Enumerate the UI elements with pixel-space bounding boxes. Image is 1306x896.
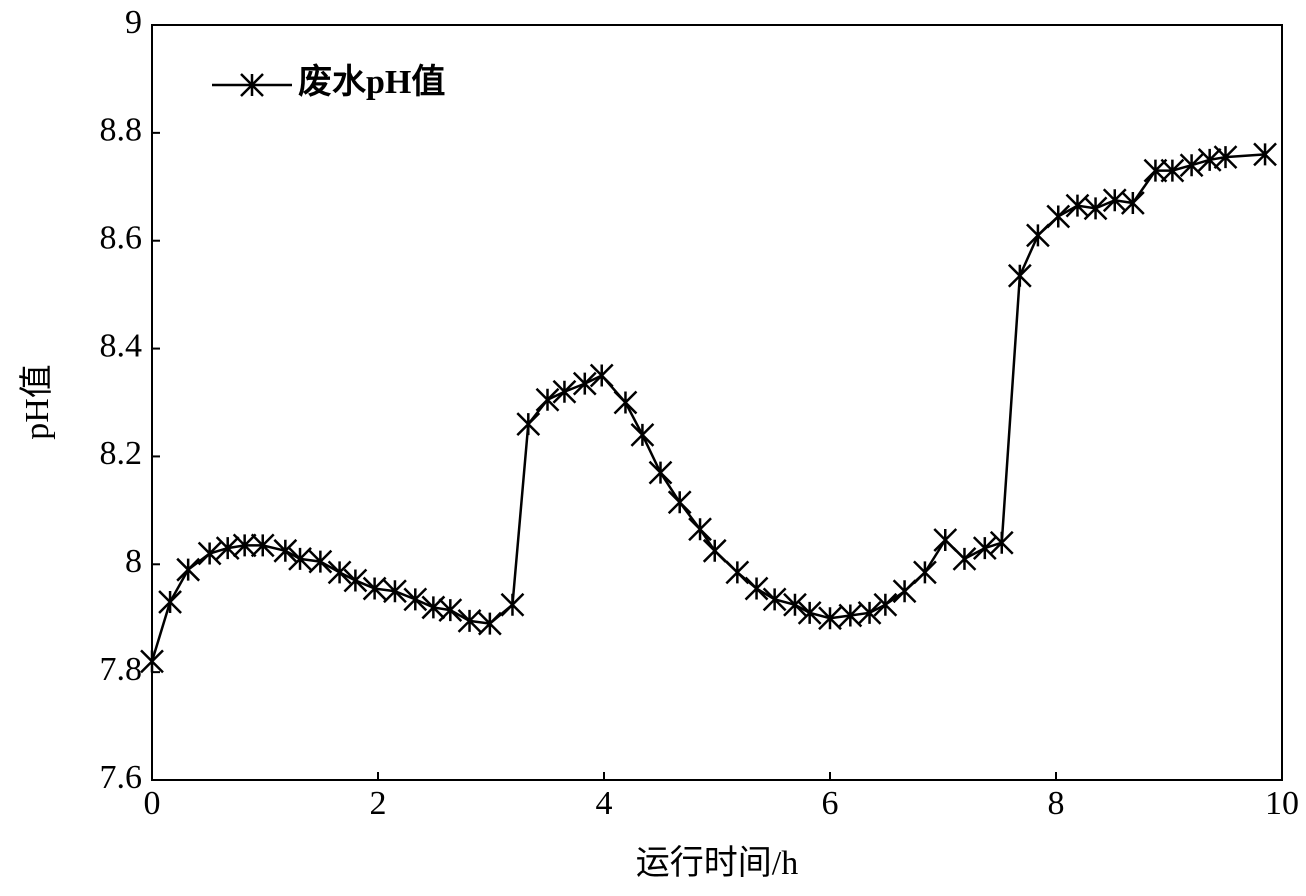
- x-tick-label: 2: [370, 785, 387, 822]
- point-marker: [176, 557, 201, 582]
- point-marker: [857, 600, 882, 625]
- y-tick-label: 8.4: [100, 327, 143, 364]
- y-tick-label: 7.8: [100, 651, 143, 688]
- point-marker: [158, 590, 182, 614]
- point-marker: [197, 541, 222, 566]
- point-marker: [838, 603, 863, 628]
- x-axis-title: 运行时间/h: [636, 844, 798, 882]
- point-marker: [688, 517, 712, 542]
- point-marker: [783, 592, 807, 617]
- point-marker: [818, 606, 842, 631]
- point-marker: [1253, 142, 1277, 167]
- point-marker: [438, 598, 463, 623]
- point-marker: [1026, 223, 1050, 248]
- point-marker: [873, 592, 898, 617]
- x-tick-label: 0: [144, 785, 161, 822]
- y-axis-title: pH值: [18, 364, 56, 440]
- point-marker: [1197, 147, 1222, 172]
- point-marker: [308, 549, 333, 574]
- point-marker: [952, 547, 977, 571]
- point-marker: [933, 528, 958, 552]
- point-marker: [913, 560, 937, 585]
- point-marker: [250, 533, 275, 558]
- point-marker: [232, 533, 257, 558]
- point-marker: [535, 387, 560, 412]
- legend-marker: [240, 73, 264, 97]
- point-marker: [288, 547, 312, 571]
- point-marker: [613, 390, 638, 415]
- point-marker: [630, 422, 655, 447]
- point-marker: [725, 560, 750, 585]
- point-marker: [327, 560, 352, 585]
- point-marker: [572, 371, 597, 396]
- legend-label: 废水pH值: [298, 63, 445, 101]
- point-marker: [1160, 158, 1185, 183]
- y-tick-label: 8.8: [100, 112, 143, 149]
- y-tick-label: 9: [125, 4, 142, 41]
- point-marker: [1179, 153, 1204, 178]
- y-tick-label: 8.6: [100, 220, 143, 257]
- point-marker: [1007, 263, 1032, 288]
- point-marker: [343, 568, 368, 593]
- point-marker: [1213, 145, 1238, 170]
- point-marker: [1143, 158, 1168, 183]
- point-marker: [477, 611, 502, 636]
- point-marker: [457, 609, 482, 633]
- y-tick-label: 8: [125, 543, 142, 580]
- point-marker: [383, 579, 407, 604]
- point-marker: [972, 536, 997, 560]
- y-tick-label: 8.2: [100, 435, 143, 472]
- point-marker: [403, 587, 428, 612]
- point-marker: [362, 576, 387, 601]
- point-marker: [648, 460, 673, 485]
- point-marker: [273, 538, 298, 563]
- series-line: [150, 153, 1266, 662]
- x-tick-label: 10: [1265, 785, 1299, 822]
- point-marker: [989, 530, 1014, 555]
- point-marker: [1046, 204, 1071, 229]
- point-marker: [762, 587, 787, 612]
- point-marker: [744, 576, 769, 601]
- point-marker: [516, 412, 541, 436]
- point-marker: [1083, 196, 1108, 221]
- point-marker: [892, 579, 917, 604]
- point-marker: [552, 379, 577, 404]
- point-marker: [500, 592, 525, 617]
- y-tick-label: 7.6: [100, 759, 143, 796]
- x-tick-label: 6: [822, 785, 839, 822]
- point-marker: [589, 363, 614, 388]
- plot-frame: [151, 24, 1283, 781]
- point-marker: [667, 490, 692, 515]
- point-marker: [140, 649, 164, 674]
- x-tick-label: 8: [1048, 785, 1065, 822]
- point-marker: [797, 600, 822, 625]
- x-tick-label: 4: [596, 785, 613, 822]
- point-marker: [702, 538, 727, 563]
- point-marker: [1120, 191, 1145, 215]
